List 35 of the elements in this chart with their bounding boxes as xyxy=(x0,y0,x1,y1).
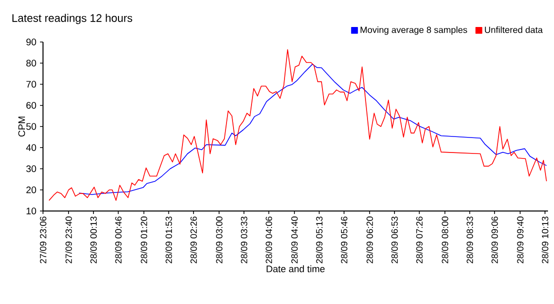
x-tick-label: 28/09 00:13 xyxy=(90,216,97,264)
y-tick-label: 60 xyxy=(26,102,36,109)
x-tick-label: 28/09 05:13 xyxy=(316,216,323,264)
legend-label: Moving average 8 samples xyxy=(360,26,468,35)
x-tick-label: 28/09 04:40 xyxy=(291,216,298,264)
y-tick-label: 50 xyxy=(26,123,36,130)
x-tick-label: 28/09 00:46 xyxy=(114,216,122,264)
x-tick-label: 28/09 09:06 xyxy=(491,216,498,264)
chart-title: Latest readings 12 hours xyxy=(12,14,132,24)
x-tick-label: 28/09 09:40 xyxy=(516,216,524,264)
x-tick-label: 27/09 23:06 xyxy=(40,216,46,264)
legend-label: Unfiltered data xyxy=(484,26,543,34)
y-tick-label: 80 xyxy=(26,60,36,66)
x-tick-label: 28/09 01:20 xyxy=(140,216,148,264)
x-tick-label: 28/09 06:53 xyxy=(391,216,398,264)
y-axis-title: CPM xyxy=(18,116,26,137)
y-tick-label: 70 xyxy=(26,80,36,88)
y-tick-label: 20 xyxy=(26,186,36,194)
x-tick-label: 28/09 07:26 xyxy=(416,216,423,264)
y-tick-label: 30 xyxy=(26,165,36,172)
x-tick-label: 28/09 10:13 xyxy=(542,216,548,264)
x-tick-label: 28/09 08:00 xyxy=(442,216,448,264)
x-tick-label: 27/09 23:40 xyxy=(65,216,72,264)
x-axis-title: Date and time xyxy=(266,265,325,272)
x-tick-label: 28/09 01:53 xyxy=(165,216,172,264)
x-tick-label: 28/09 03:33 xyxy=(240,216,248,264)
y-tick-label: 40 xyxy=(26,144,36,151)
x-tick-label: 28/09 04:06 xyxy=(265,216,272,264)
x-tick-label: 28/09 08:33 xyxy=(466,216,474,264)
x-tick-label: 28/09 03:00 xyxy=(216,216,222,264)
x-tick-label: 28/09 05:46 xyxy=(340,216,348,264)
x-tick-label: 28/09 06:20 xyxy=(366,216,373,264)
y-tick-label: 10 xyxy=(26,208,36,214)
y-tick-label: 90 xyxy=(26,38,36,46)
x-tick-label: 28/09 02:26 xyxy=(190,216,197,264)
